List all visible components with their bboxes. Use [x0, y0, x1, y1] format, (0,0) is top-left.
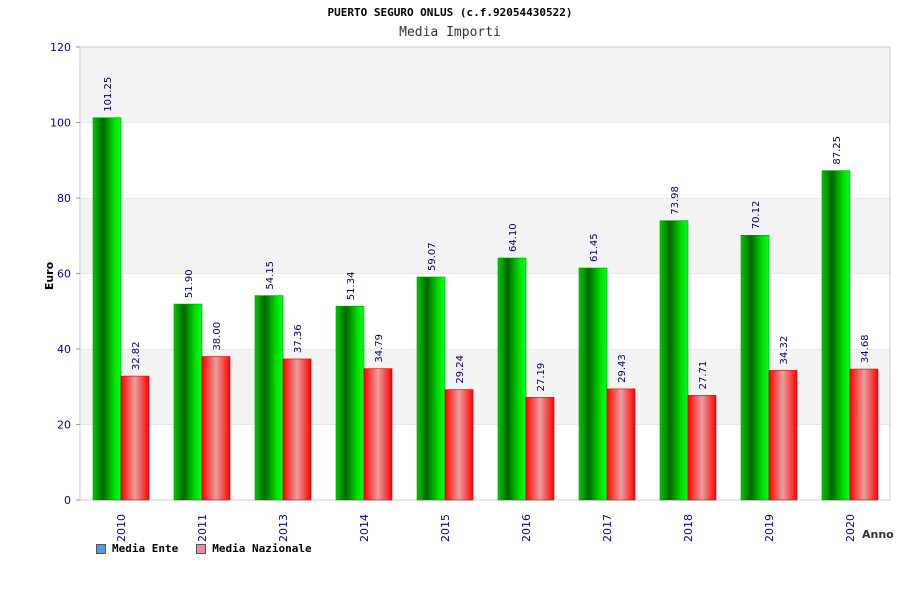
x-tick-label: 2016	[520, 514, 533, 542]
data-label: 73.98	[670, 186, 681, 215]
bar-media-nazionale-2019	[768, 370, 798, 501]
data-label: 51.34	[346, 272, 357, 301]
data-label: 101.25	[103, 77, 114, 112]
y-tick-label: 100	[50, 117, 71, 130]
chart-subtitle: Media Importi	[399, 25, 501, 40]
bar-media-nazionale-2015	[444, 389, 474, 501]
y-tick-label: 60	[57, 268, 71, 281]
y-tick-label: 80	[57, 192, 71, 205]
bar-media-ente-2011	[173, 303, 203, 501]
data-label: 70.12	[751, 201, 762, 230]
legend-item-media-ente: Media Ente	[96, 542, 178, 555]
data-label: 61.45	[589, 233, 600, 262]
data-label: 27.19	[536, 363, 547, 392]
data-label: 34.79	[374, 334, 385, 363]
bar-media-ente-2015	[416, 276, 446, 501]
x-tick-label: 2011	[196, 514, 209, 542]
data-label: 34.32	[779, 336, 790, 365]
data-label: 27.71	[698, 361, 709, 390]
y-tick-label: 120	[50, 41, 71, 54]
x-axis-label: Anno	[862, 528, 894, 541]
x-tick-label: 2013	[277, 514, 290, 542]
chart-title: PUERTO SEGURO ONLUS (c.f.92054430522)	[327, 6, 573, 19]
data-label: 29.24	[455, 355, 466, 384]
bar-media-nazionale-2014	[363, 368, 393, 501]
data-label: 54.15	[265, 261, 276, 290]
bar-media-nazionale-2013	[282, 358, 312, 501]
bar-media-nazionale-2018	[687, 395, 717, 501]
bar-media-ente-2013	[254, 295, 284, 501]
bar-media-ente-2019	[740, 234, 770, 501]
data-label: 51.90	[184, 269, 195, 298]
x-tick-label: 2018	[682, 514, 695, 542]
grid-band	[80, 47, 890, 123]
data-label: 37.36	[293, 324, 304, 353]
data-label: 59.07	[427, 242, 438, 271]
data-label: 32.82	[131, 341, 142, 370]
x-tick-label: 2010	[115, 514, 128, 542]
data-label: 34.68	[860, 334, 871, 363]
x-tick-label: 2017	[601, 514, 614, 542]
x-tick-label: 2020	[844, 514, 857, 542]
x-tick-label: 2015	[439, 514, 452, 542]
y-axis-label: Euro	[43, 261, 56, 290]
bar-media-nazionale-2016	[525, 397, 555, 501]
y-tick-label: 20	[57, 419, 71, 432]
bar-media-nazionale-2017	[606, 388, 636, 501]
chart-legend: Media Ente Media Nazionale	[96, 542, 312, 555]
data-label: 38.00	[212, 322, 223, 351]
bar-media-nazionale-2011	[201, 356, 231, 501]
bar-media-ente-2018	[659, 220, 689, 501]
bar-media-ente-2020	[821, 170, 851, 501]
bar-media-ente-2014	[335, 305, 365, 501]
data-label: 87.25	[832, 136, 843, 165]
x-tick-label: 2019	[763, 514, 776, 542]
bar-media-ente-2016	[497, 257, 527, 501]
bar-media-nazionale-2020	[849, 368, 879, 501]
data-label: 29.43	[617, 354, 628, 383]
x-tick-label: 2014	[358, 514, 371, 542]
legend-label-media-ente: Media Ente	[112, 542, 179, 555]
bar-media-ente-2017	[578, 267, 608, 501]
y-tick-label: 40	[57, 343, 71, 356]
bar-media-ente-2010	[92, 117, 122, 501]
legend-swatch-media-ente	[96, 543, 106, 554]
grid-band	[80, 122, 890, 198]
legend-swatch-media-nazionale	[196, 543, 207, 554]
legend-label-media-nazionale: Media Nazionale	[212, 542, 312, 555]
data-label: 64.10	[508, 223, 519, 252]
y-tick-label: 0	[64, 494, 71, 507]
legend-item-media-nazionale: Media Nazionale	[196, 542, 312, 555]
bar-media-nazionale-2010	[120, 375, 150, 501]
